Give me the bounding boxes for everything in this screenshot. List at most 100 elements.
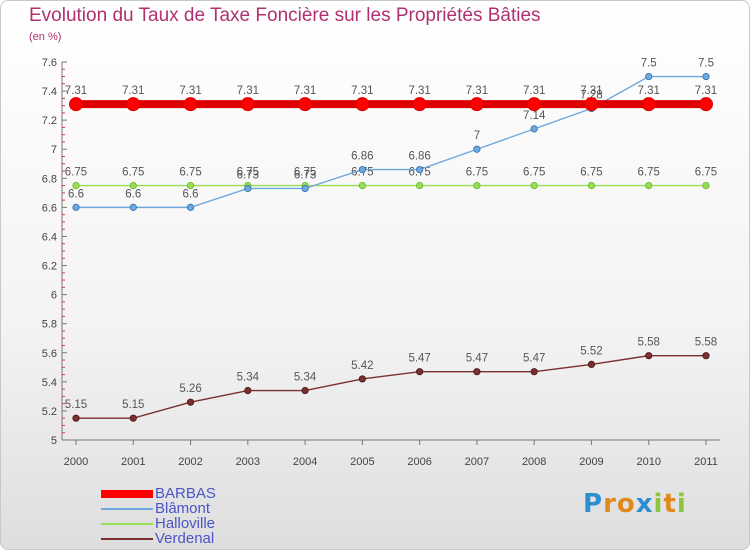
data-point-verdenal: [702, 352, 710, 360]
data-label-barbas: 7.31: [65, 85, 87, 97]
data-label-halloville: 6.75: [466, 167, 488, 179]
data-label-blamont: 6.6: [183, 188, 199, 200]
data-label-blamont: 6.6: [125, 188, 141, 200]
x-tick-label: 2007: [465, 456, 489, 468]
data-label-barbas: 7.31: [523, 85, 545, 97]
x-tick-label: 2002: [178, 456, 202, 468]
data-label-barbas: 7.31: [580, 85, 602, 97]
legend-item-barbas: BARBAS: [101, 486, 216, 501]
data-point-halloville: [702, 181, 710, 190]
data-point-halloville: [358, 181, 366, 190]
data-label-verdenal: 5.34: [294, 372, 317, 384]
x-tick-label: 2003: [236, 456, 260, 468]
data-label-blamont: 6.86: [408, 151, 430, 163]
data-label-barbas: 7.31: [122, 85, 144, 97]
data-point-barbas: [355, 97, 370, 112]
series-line-verdenal: [76, 354, 706, 419]
data-point-halloville: [645, 181, 653, 190]
y-tick-label: 7.2: [42, 115, 57, 127]
chart-title: Evolution du Taux de Taxe Foncière sur l…: [29, 5, 541, 26]
data-label-barbas: 7.31: [408, 85, 430, 97]
data-label-halloville: 6.75: [294, 167, 316, 179]
y-tick-label: 6: [51, 290, 57, 302]
data-point-barbas: [699, 97, 713, 112]
y-tick-label: 5.2: [42, 406, 57, 418]
proxiti-logo: Proxiti: [583, 489, 687, 519]
legend: BARBAS Blâmont Halloville Verdenal: [101, 486, 216, 546]
x-tick-label: 2011: [694, 456, 718, 468]
legend-swatch-blamont: [101, 507, 153, 510]
y-tick-label: 5: [51, 435, 57, 447]
data-label-barbas: 7.31: [351, 85, 373, 97]
data-point-verdenal: [72, 414, 80, 422]
legend-label-barbas: BARBAS: [155, 485, 216, 502]
data-point-halloville: [416, 181, 424, 190]
data-point-verdenal: [301, 386, 309, 395]
data-point-verdenal: [358, 375, 366, 383]
legend-item-halloville: Halloville: [101, 516, 216, 531]
data-point-barbas: [69, 97, 83, 112]
y-tick-label: 7.6: [42, 57, 57, 69]
logo-letter: r: [603, 489, 617, 519]
data-point-blamont: [129, 203, 137, 211]
data-point-blamont: [530, 125, 538, 133]
legend-label-halloville: Halloville: [155, 515, 216, 532]
data-label-halloville: 6.75: [638, 167, 660, 179]
data-label-verdenal: 5.47: [523, 353, 545, 365]
x-tick-label: 2009: [579, 456, 603, 468]
legend-swatch-halloville: [101, 522, 153, 525]
x-tick-label: 2010: [636, 456, 660, 468]
legend-item-blamont: Blâmont: [101, 501, 216, 516]
data-point-verdenal: [416, 368, 424, 376]
data-label-blamont: 6.73: [294, 169, 316, 181]
x-tick-label: 2000: [64, 456, 88, 468]
series-line-blamont: [76, 75, 706, 209]
data-point-blamont: [358, 165, 366, 174]
data-point-halloville: [473, 181, 481, 190]
data-point-verdenal: [244, 386, 252, 395]
data-label-blamont: 6.73: [237, 169, 259, 181]
y-tick-label: 6.8: [42, 173, 57, 185]
data-label-blamont: 7.5: [641, 58, 657, 70]
logo-letter: t: [663, 489, 677, 519]
data-label-halloville: 6.75: [695, 167, 717, 179]
logo-letter: P: [583, 489, 604, 519]
x-tick-label: 2004: [293, 456, 317, 468]
data-point-barbas: [641, 97, 656, 112]
data-label-barbas: 7.31: [294, 85, 316, 97]
data-point-barbas: [183, 97, 198, 112]
data-point-verdenal: [186, 398, 195, 406]
data-point-halloville: [129, 181, 137, 190]
data-label-barbas: 7.31: [638, 85, 660, 97]
data-label-blamont: 7.5: [698, 58, 714, 70]
data-label-verdenal: 5.26: [179, 383, 201, 395]
data-label-halloville: 6.75: [122, 167, 144, 179]
logo-letter: i: [676, 489, 687, 519]
data-point-blamont: [702, 72, 710, 81]
x-tick-label: 2005: [350, 456, 374, 468]
data-point-blamont: [72, 203, 80, 211]
x-tick-label: 2008: [522, 456, 546, 468]
data-label-halloville: 6.75: [523, 167, 545, 179]
data-point-blamont: [186, 203, 195, 211]
y-tick-label: 7.4: [42, 86, 57, 98]
data-label-barbas: 7.31: [695, 85, 717, 97]
x-tick-label: 2001: [121, 456, 145, 468]
data-point-barbas: [527, 97, 542, 112]
data-point-verdenal: [129, 414, 137, 422]
data-label-blamont: 6.86: [351, 151, 373, 163]
legend-item-verdenal: Verdenal: [101, 531, 216, 546]
y-tick-label: 5.8: [42, 319, 57, 331]
data-point-blamont: [473, 145, 481, 153]
data-point-barbas: [240, 97, 255, 112]
data-label-verdenal: 5.52: [580, 345, 602, 357]
logo-letter: x: [635, 489, 654, 519]
data-point-blamont: [244, 184, 252, 193]
logo-letter: o: [616, 489, 636, 519]
data-point-halloville: [587, 181, 596, 190]
y-tick-label: 5.4: [42, 377, 57, 389]
logo-letter: i: [653, 489, 664, 519]
data-point-blamont: [301, 184, 309, 193]
data-point-halloville: [530, 181, 538, 190]
